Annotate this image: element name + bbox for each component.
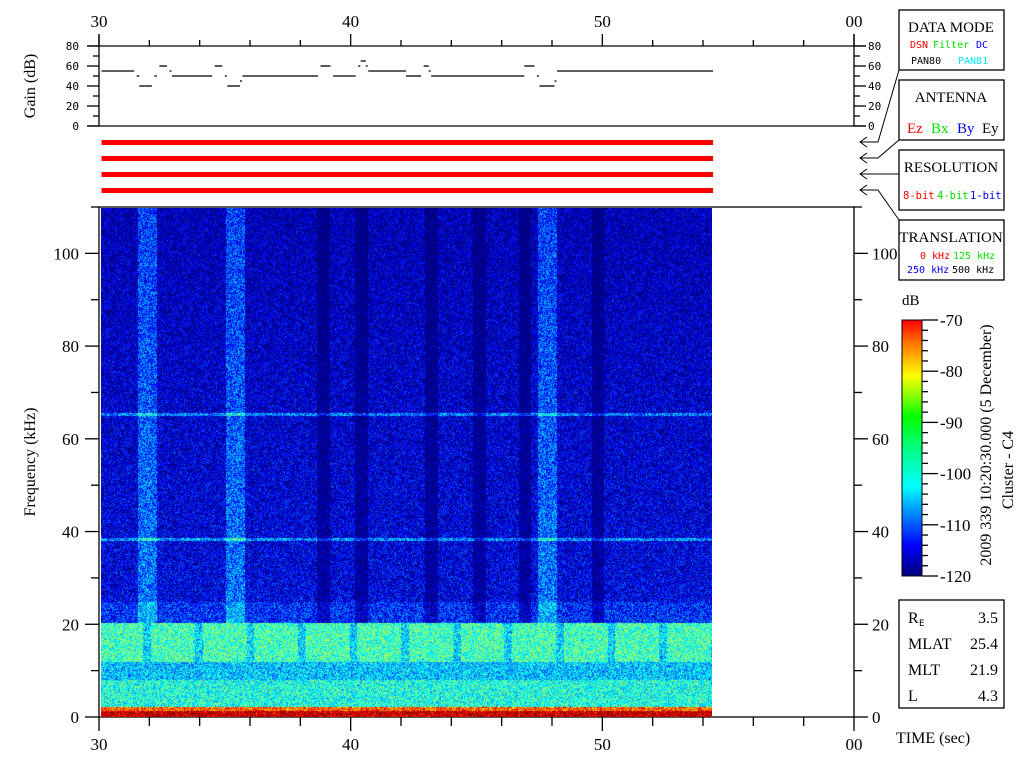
- leader-line: [860, 189, 900, 221]
- freq-tick-label-right: 100: [872, 244, 898, 263]
- spectrogram-frame: [98, 206, 855, 718]
- resolution-title: RESOLUTION: [904, 160, 998, 176]
- axes: [85, 34, 938, 731]
- data-mode-option: DC: [976, 40, 988, 51]
- gain-tick-label-right: 0: [868, 120, 875, 133]
- freq-tick-label-left: 40: [62, 523, 79, 542]
- arrow-head-icon: [859, 168, 868, 180]
- bottom-time-label: 40: [342, 735, 359, 754]
- spacecraft-label: Cluster - C4: [1000, 431, 1017, 509]
- gain-tick-label-right: 20: [868, 100, 881, 113]
- status-bar: [101, 156, 714, 161]
- data-mode-title: DATA MODE: [908, 20, 994, 36]
- translation-option: 0 kHz: [920, 251, 950, 262]
- colorbar-unit: dB: [902, 293, 920, 309]
- top-time-label: 40: [342, 12, 359, 31]
- spectrogram-heatmap: [101, 208, 712, 717]
- freq-tick-label-right: 20: [872, 615, 889, 634]
- resolution-option: 8-bit: [903, 190, 935, 202]
- arrow-head-icon: [859, 136, 868, 148]
- ephemeris-value: 25.4: [970, 636, 998, 653]
- freq-tick-label-right: 80: [872, 337, 889, 356]
- colorbar-tick-label: -90: [940, 413, 963, 432]
- gain-tick-label-left: 60: [66, 60, 79, 73]
- data-mode-option: PAN81: [958, 56, 988, 67]
- timestamp: 2009 339 10:20:30.000 (5 December): [978, 324, 995, 565]
- data-mode-option: Filter: [933, 40, 969, 51]
- freq-tick-label-left: 80: [62, 337, 79, 356]
- bottom-time-label: 30: [91, 735, 108, 754]
- ephemeris-value: 4.3: [978, 688, 998, 705]
- freq-tick-label-left: 20: [62, 615, 79, 634]
- gain-tick-label-left: 20: [66, 100, 79, 113]
- gain-tick-label-left: 0: [72, 120, 79, 133]
- ephemeris-label: L: [908, 688, 918, 705]
- translation-option: 250 kHz: [907, 265, 949, 276]
- gain-tick-label-right: 40: [868, 80, 881, 93]
- antenna-title: ANTENNA: [915, 90, 988, 106]
- antenna-option: Ez: [907, 121, 923, 137]
- ephemeris-label: R: [908, 610, 919, 627]
- gain-tick-label-right: 60: [868, 60, 881, 73]
- data-mode-box: [898, 9, 1005, 71]
- ephemeris-value: 3.5: [978, 610, 998, 627]
- translation-box: [898, 219, 1005, 281]
- ephemeris-subscript: E: [919, 619, 924, 629]
- bottom-time-label: 50: [594, 735, 611, 754]
- colorbar-tick-label: -110: [940, 516, 971, 535]
- gain-tick-label-right: 80: [868, 40, 881, 53]
- colorbar-tick-label: -80: [940, 362, 963, 381]
- gain-axis-label: Gain (dB): [22, 54, 39, 118]
- arrow-head-icon: [859, 184, 868, 196]
- antenna-option: By: [957, 121, 975, 137]
- colorbar-tick-label: -120: [940, 567, 971, 586]
- ephemeris-label: MLT: [908, 662, 941, 679]
- colorbar-tick-label: -70: [940, 311, 963, 330]
- status-bar: [101, 140, 714, 145]
- antenna-box: [898, 79, 1005, 141]
- antenna-option: Bx: [931, 121, 949, 137]
- top-time-label: 00: [846, 12, 863, 31]
- top-time-label: 50: [594, 12, 611, 31]
- gain-tick-label-left: 40: [66, 80, 79, 93]
- arrow-head-icon: [859, 152, 868, 164]
- resolution-option: 1-bit: [970, 190, 1002, 202]
- top-time-label: 30: [91, 12, 108, 31]
- status-bar: [101, 188, 714, 193]
- ephemeris-box: [898, 599, 1005, 709]
- antenna-option: Ey: [982, 121, 999, 137]
- gain-tick-label-left: 80: [66, 40, 79, 53]
- leader-line: [860, 69, 900, 143]
- translation-title: TRANSLATION: [899, 230, 1002, 246]
- ephemeris-value: 21.9: [970, 662, 998, 679]
- data-mode-option: DSN: [910, 40, 928, 51]
- time-axis-label: TIME (sec): [896, 730, 970, 747]
- colorbar: [901, 319, 923, 577]
- leader-line: [860, 139, 900, 159]
- freq-tick-label-left: 100: [54, 244, 80, 263]
- data-mode-option: PAN80: [911, 56, 941, 67]
- freq-tick-label-right: 60: [872, 430, 889, 449]
- bottom-time-label: 00: [846, 735, 863, 754]
- freq-tick-label-right: 40: [872, 523, 889, 542]
- freq-tick-label-left: 0: [71, 708, 80, 727]
- legend-boxes: DATA MODE ANTENNA RESOLUTION TRANSLATION DSN…: [859, 9, 1005, 709]
- resolution-option: 4-bit: [937, 190, 969, 202]
- status-bars: [101, 140, 714, 193]
- gain-trace: [101, 60, 714, 87]
- colorbar-tick-label: -100: [940, 465, 971, 484]
- ephemeris-label: MLAT: [908, 636, 952, 653]
- status-bar: [101, 172, 714, 177]
- resolution-box: [898, 149, 1005, 211]
- translation-option: 125 kHz: [953, 251, 995, 262]
- frequency-axis-label: Frequency (kHz): [22, 408, 39, 517]
- freq-tick-label-left: 60: [62, 430, 79, 449]
- freq-tick-label-right: 0: [872, 708, 881, 727]
- translation-option: 500 kHz: [952, 265, 994, 276]
